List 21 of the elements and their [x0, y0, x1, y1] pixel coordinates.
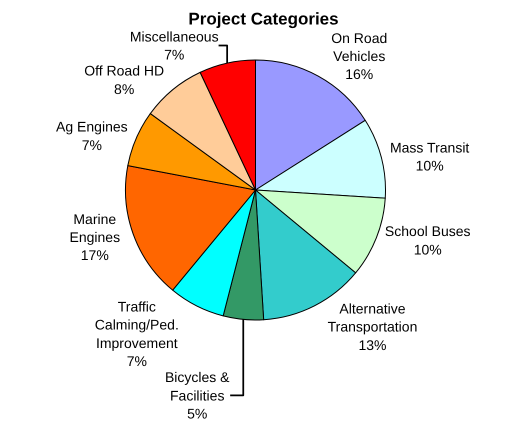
data-label: 7%	[126, 353, 147, 370]
slice-label: Mass Transit	[390, 140, 470, 156]
data-label: 10%	[414, 241, 442, 258]
data-label: 13%	[358, 336, 387, 353]
data-label: 10%	[416, 158, 444, 174]
data-label: 7%	[164, 46, 184, 63]
slice-label: Off Road HD	[84, 62, 164, 79]
data-label: 5%	[187, 406, 208, 422]
slice-label: Marine Engines	[69, 210, 120, 246]
data-label: 16%	[345, 66, 374, 82]
data-label: 7%	[82, 136, 102, 153]
slice-label: Traffic Calming/Ped. Improvement	[94, 298, 179, 351]
slice-label: On Road Vehicles	[331, 30, 388, 64]
data-label: 17%	[80, 247, 109, 264]
chart-title: Project Categories	[188, 10, 339, 29]
data-label: 8%	[114, 80, 134, 97]
slice-label: School Buses	[384, 223, 471, 240]
slice-label: Ag Engines	[56, 118, 128, 135]
slice-label: Alternative Transportation	[328, 300, 418, 335]
slice-label: Bicycles & Facilities	[164, 369, 230, 404]
slice-label: Miscellaneous	[130, 28, 219, 44]
